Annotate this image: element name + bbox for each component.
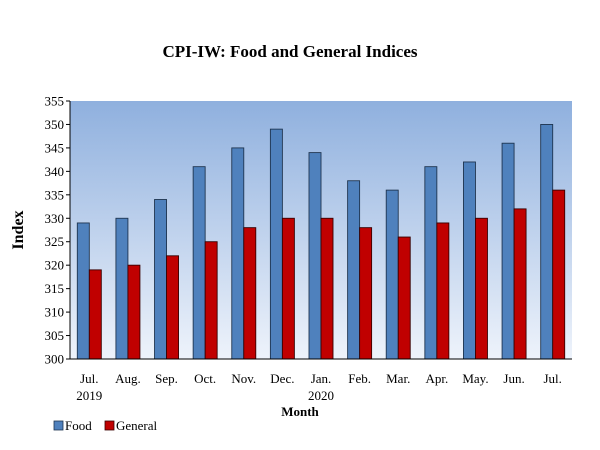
bar-general-11 xyxy=(513,208,527,360)
x-year-label: 2019 xyxy=(76,388,102,403)
y-tick-label: 330 xyxy=(45,211,65,226)
x-year-label: 2020 xyxy=(308,388,334,403)
x-tick-label: Jul. xyxy=(543,371,561,386)
bar-general-8 xyxy=(397,236,411,360)
y-tick-label: 350 xyxy=(45,117,65,132)
bar-general-3 xyxy=(204,241,218,360)
y-tick-label: 345 xyxy=(45,140,65,155)
bar-food-10 xyxy=(463,161,476,360)
bar-general-7 xyxy=(359,227,373,360)
x-tick-label: Mar. xyxy=(386,371,410,386)
legend-swatch-general xyxy=(104,420,115,431)
bar-food-3 xyxy=(192,166,206,360)
bar-food-12 xyxy=(540,124,554,360)
bar-general-10 xyxy=(475,217,488,360)
x-tick-label: Oct. xyxy=(194,371,216,386)
chart-title: CPI-IW: Food and General Indices xyxy=(162,42,417,61)
x-tick-label: May. xyxy=(462,371,488,386)
y-tick-label: 340 xyxy=(45,164,65,179)
bar-general-5 xyxy=(281,217,295,360)
y-tick-label: 310 xyxy=(45,305,65,320)
y-tick-label: 315 xyxy=(45,281,65,296)
bar-food-2 xyxy=(154,199,167,360)
y-axis-label: Index xyxy=(10,210,27,249)
bar-food-8 xyxy=(385,189,399,360)
y-tick-label: 355 xyxy=(45,94,65,109)
bar-general-2 xyxy=(166,255,179,360)
legend-label-general: General xyxy=(116,418,158,433)
legend-swatch-food xyxy=(53,420,64,431)
bar-food-11 xyxy=(501,142,515,360)
x-tick-label: Feb. xyxy=(348,371,371,386)
x-tick-label: Dec. xyxy=(270,371,294,386)
bar-food-4 xyxy=(231,147,245,360)
y-tick-label: 320 xyxy=(45,258,65,273)
bar-food-0 xyxy=(76,222,90,360)
bar-general-9 xyxy=(436,222,450,360)
bar-general-6 xyxy=(320,217,334,360)
bar-general-12 xyxy=(552,189,566,360)
legend: Food General xyxy=(53,418,158,433)
bar-food-9 xyxy=(424,166,438,360)
x-tick-label: Jul. xyxy=(80,371,98,386)
x-tick-label: Jun. xyxy=(503,371,524,386)
x-tick-label: Sep. xyxy=(155,371,178,386)
bar-general-0 xyxy=(88,269,102,360)
x-tick-label: Aug. xyxy=(115,371,141,386)
bar-food-5 xyxy=(269,128,283,360)
y-tick-label: 335 xyxy=(45,187,65,202)
bar-general-4 xyxy=(243,227,257,360)
y-tick-label: 325 xyxy=(45,234,65,249)
bar-general-1 xyxy=(127,264,141,360)
legend-label-food: Food xyxy=(65,418,92,433)
bar-food-1 xyxy=(115,217,129,360)
x-tick-label: Nov. xyxy=(231,371,256,386)
x-tick-label: Apr. xyxy=(425,371,448,386)
x-tick-label: Jan. xyxy=(311,371,332,386)
bar-food-6 xyxy=(308,152,322,360)
y-tick-label: 300 xyxy=(45,352,65,367)
y-tick-label: 305 xyxy=(45,328,65,343)
x-axis-label: Month xyxy=(281,404,319,419)
bar-food-7 xyxy=(347,180,361,360)
